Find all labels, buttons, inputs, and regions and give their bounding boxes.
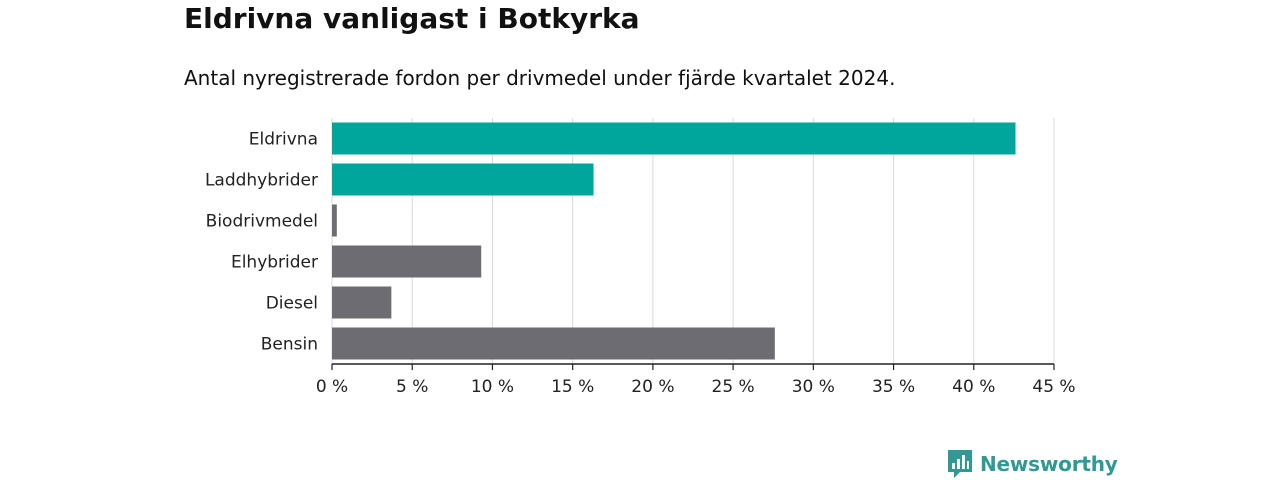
- bar-chart: Eldrivna Laddhybrider Biodrivmedel Elhybrid…: [205, 118, 1076, 397]
- x-tick-label: 35 %: [872, 377, 915, 397]
- x-tick-label: 30 %: [792, 377, 835, 397]
- bar: [332, 204, 337, 237]
- category-label: Biodrivmedel: [206, 212, 318, 232]
- category-label: Eldrivna: [249, 130, 318, 150]
- x-tick-label: 10 %: [471, 377, 514, 397]
- category-label: Laddhybrider: [205, 171, 318, 191]
- newsworthy-logo: Newsworthy: [948, 450, 1118, 478]
- bar: [332, 286, 392, 319]
- x-tick-label: 40 %: [952, 377, 995, 397]
- bar: [332, 327, 775, 360]
- x-tick-label: 5 %: [396, 377, 428, 397]
- x-tick-label: 15 %: [551, 377, 594, 397]
- bar: [332, 245, 482, 278]
- x-tick-label: 45 %: [1032, 377, 1075, 397]
- newsworthy-logo-icon: [948, 450, 972, 478]
- category-label: Diesel: [266, 294, 318, 314]
- newsworthy-logo-text: Newsworthy: [980, 452, 1118, 476]
- chart-title: Eldrivna vanligast i Botkyrka: [184, 2, 640, 35]
- x-tick-label: 0 %: [316, 377, 348, 397]
- bar: [332, 163, 594, 196]
- x-tick-label: 20 %: [631, 377, 674, 397]
- x-tick-label: 25 %: [712, 377, 755, 397]
- category-label: Bensin: [261, 335, 318, 355]
- chart-subtitle: Antal nyregistrerade fordon per drivmede…: [184, 66, 896, 90]
- category-label: Elhybrider: [231, 253, 318, 273]
- bar: [332, 122, 1016, 155]
